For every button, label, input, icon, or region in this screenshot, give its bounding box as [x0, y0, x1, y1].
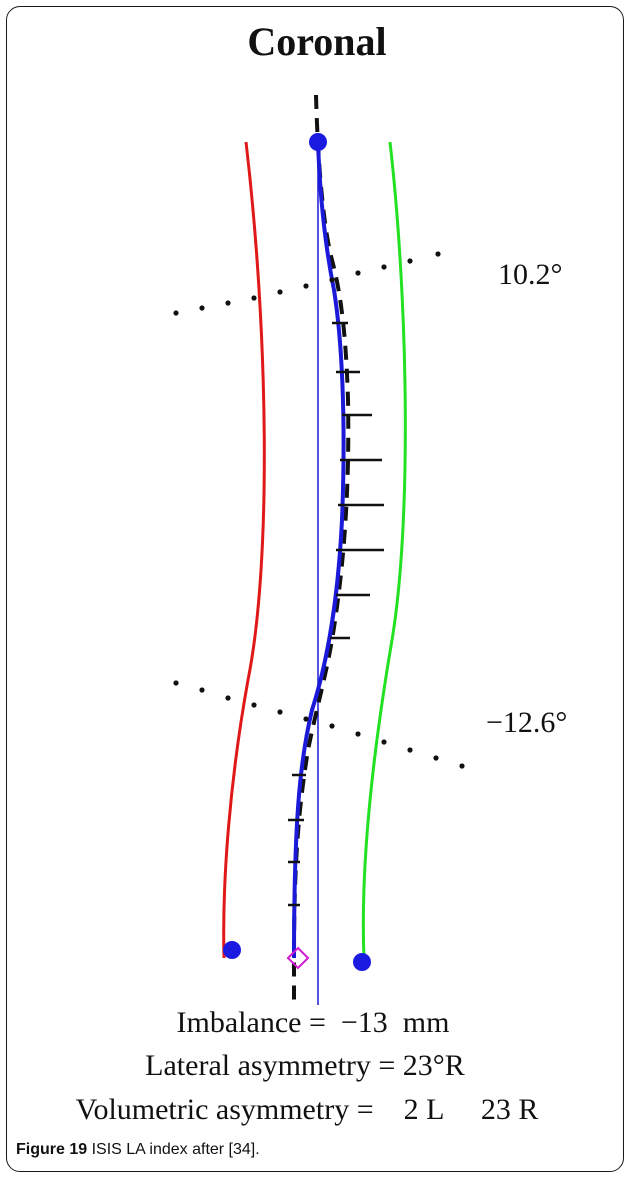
volumetric-asymmetry-label: Volumetric asymmetry = 2 L 23 R [75, 1093, 539, 1126]
left-trunk-curve [222, 141, 266, 959]
lower-angle-label: −12.6° [486, 706, 568, 739]
vertebra-ticks [288, 321, 384, 907]
right-bottom-marker [353, 953, 371, 971]
caption-text: ISIS LA index after [34]. [87, 1141, 260, 1158]
lower-tilt-line [173, 680, 465, 769]
spine-curve [292, 141, 346, 959]
diagram-title: Coronal [247, 19, 387, 64]
left-bottom-marker [223, 941, 241, 959]
vertebral-midline [292, 94, 351, 1005]
spine-top-marker [309, 133, 327, 151]
figure-caption: Figure 19 ISIS LA index after [34]. [16, 1141, 260, 1159]
figure-frame [6, 6, 624, 1172]
caption-label: Figure 19 [16, 1141, 88, 1158]
imbalance-label: Imbalance = −13 mm [176, 1006, 450, 1039]
pelvis-marker [286, 946, 310, 970]
lateral-asymmetry-label: Lateral asymmetry = 23°R [145, 1049, 465, 1082]
upper-angle-label: 10.2° [498, 258, 563, 291]
right-trunk-curve [361, 141, 407, 959]
upper-tilt-line [173, 251, 441, 316]
